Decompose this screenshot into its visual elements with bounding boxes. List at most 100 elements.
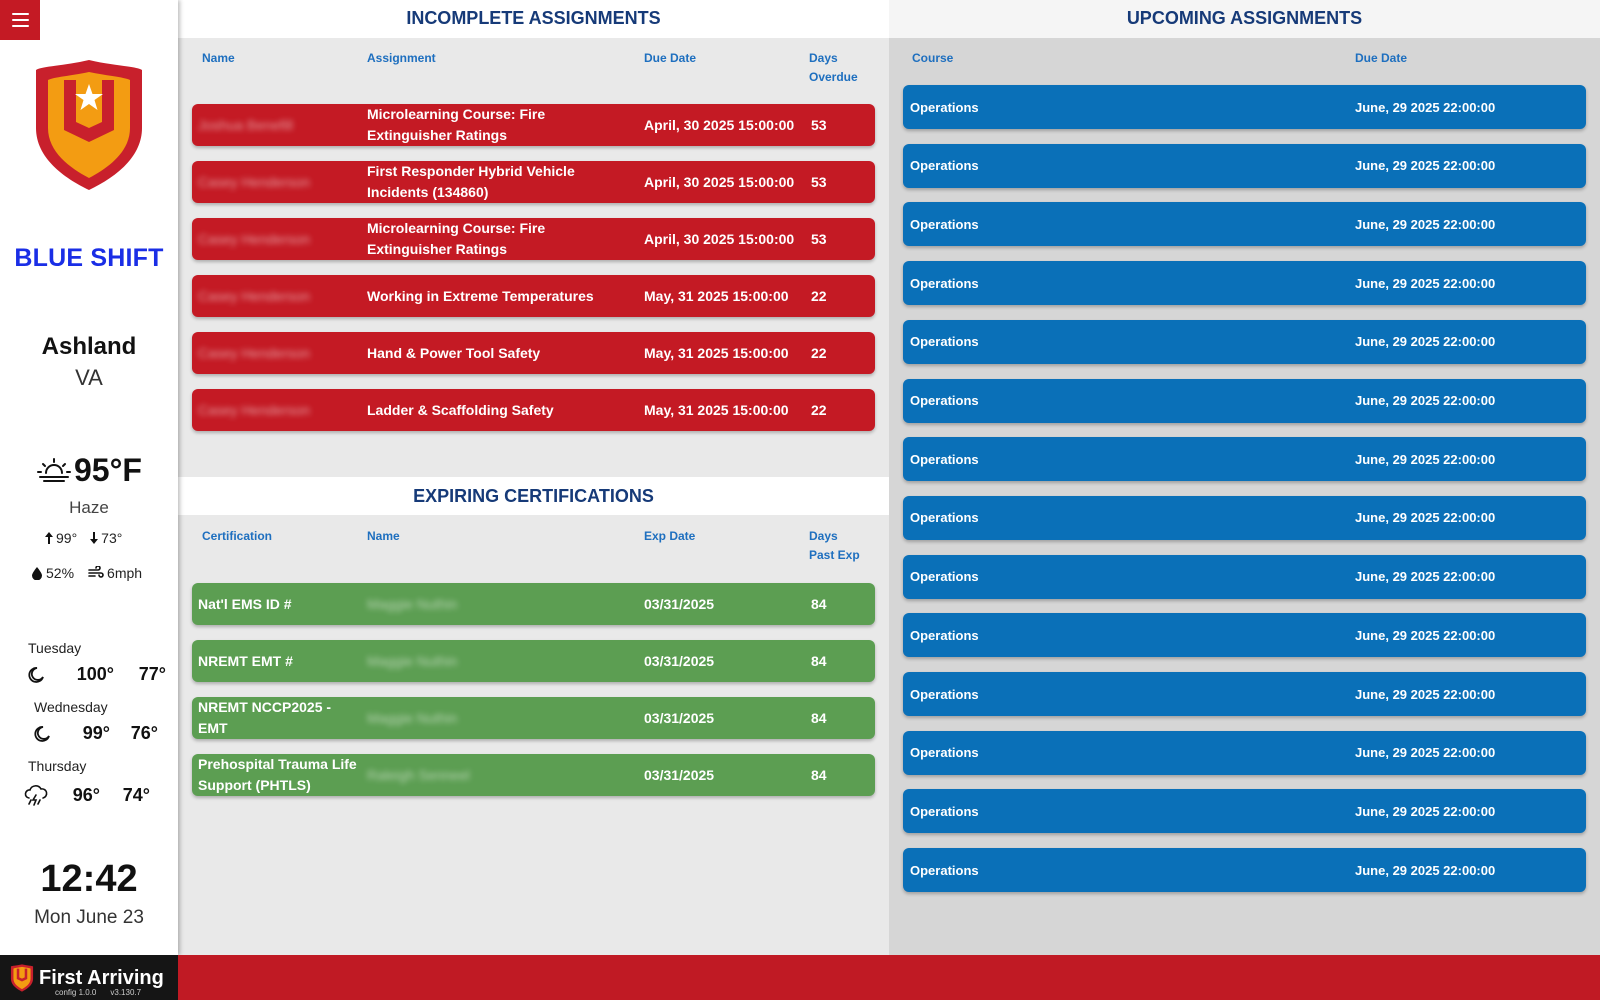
upcoming-assignment-row[interactable]: Operations June, 29 2025 22:00:00	[903, 202, 1586, 247]
due-date: June, 29 2025 22:00:00	[1355, 686, 1496, 702]
upcoming-assignment-row[interactable]: Operations June, 29 2025 22:00:00	[903, 437, 1586, 482]
days-past-exp: 84	[811, 652, 827, 669]
days-past-exp: 84	[811, 709, 827, 726]
state-name: VA	[75, 365, 103, 390]
upcoming-assignment-row[interactable]: Operations June, 29 2025 22:00:00	[903, 613, 1586, 658]
due-date: April, 30 2025 15:00:00	[644, 173, 795, 190]
upcoming-assignment-row[interactable]: Operations June, 29 2025 22:00:00	[903, 261, 1586, 306]
high-temp: 99°	[56, 530, 78, 546]
haze-sun-icon	[37, 457, 71, 482]
current-temp-row: 95°F	[36, 452, 142, 489]
days-past-exp: 84	[811, 766, 827, 783]
assignee-name: Joshua Benefill	[198, 116, 293, 133]
forecast-high: 96°	[72, 784, 100, 805]
due-date: June, 29 2025 22:00:00	[1355, 216, 1496, 232]
header-certification: Certification	[202, 529, 273, 543]
due-date: June, 29 2025 22:00:00	[1355, 627, 1496, 643]
due-date: June, 29 2025 22:00:00	[1355, 275, 1496, 291]
due-date: June, 29 2025 22:00:00	[1355, 393, 1496, 408]
holder-name: Maggie Nuthin	[367, 709, 458, 726]
course-name: Operations	[910, 627, 979, 643]
assignment-title: Microlearning Course: Fire Extinguisher …	[367, 220, 546, 257]
upcoming-assignment-row[interactable]: Operations June, 29 2025 22:00:00	[903, 554, 1586, 599]
incomplete-assignment-row[interactable]: Casey Henderson Ladder & Scaffolding Safe…	[192, 389, 875, 431]
forecast-day: Wednesday	[34, 699, 108, 715]
header-overdue: Overdue	[809, 70, 858, 84]
certification-name: NREMT EMT #	[198, 652, 293, 669]
course-name: Operations	[910, 745, 979, 761]
header-days: Days	[809, 529, 838, 543]
forecast-high: 99°	[82, 723, 110, 743]
course-name: Operations	[910, 686, 979, 702]
app-version: v3.130.7	[110, 988, 142, 997]
assignment-title: First Responder Hybrid Vehicle Incidents…	[367, 163, 575, 200]
due-date: June, 29 2025 22:00:00	[1355, 334, 1496, 350]
upcoming-assignment-row[interactable]: Operations June, 29 2025 22:00:00	[903, 495, 1586, 540]
assignee-name: Casey Henderson	[198, 230, 311, 247]
upcoming-assignment-row[interactable]: Operations June, 29 2025 22:00:00	[903, 143, 1586, 188]
incomplete-assignment-row[interactable]: Casey Henderson Hand & Power Tool Safety M…	[192, 332, 875, 374]
sidebar: BLUE SHIFT Ashland VA 95°F Haze 99° 73° …	[0, 0, 178, 955]
brand-name: First Arriving	[39, 966, 164, 989]
incomplete-assignment-row[interactable]: Joshua Benefill Microlearning Course: Fir…	[192, 104, 875, 146]
shift-name: BLUE SHIFT	[14, 244, 164, 272]
exp-date: 03/31/2025	[644, 652, 715, 669]
upcoming-assignment-row[interactable]: Operations June, 29 2025 22:00:00	[903, 789, 1586, 834]
assignee-name: Casey Henderson	[198, 287, 311, 304]
left-panel: INCOMPLETE ASSIGNMENTS Name Assignment D…	[178, 0, 889, 955]
exp-date: 03/31/2025	[644, 595, 715, 612]
incomplete-assignment-row[interactable]: Casey Henderson Working in Extreme Temper…	[192, 275, 875, 317]
clock-time: 12:42	[40, 858, 138, 900]
humidity-wind: 52% 6mph	[31, 565, 142, 581]
clock-date: Mon June 23	[34, 907, 144, 928]
expiring-certification-row[interactable]: Nat'l EMS ID # Maggie Nuthin 03/31/2025 84	[192, 583, 875, 625]
wind-icon	[88, 566, 104, 578]
city-name: Ashland	[41, 333, 137, 360]
shield-logo-icon	[36, 60, 142, 190]
course-name: Operations	[910, 451, 979, 467]
header-name: Name	[202, 51, 235, 65]
hamburger-menu-icon[interactable]	[0, 0, 40, 40]
due-date: June, 29 2025 22:00:00	[1355, 99, 1496, 115]
wind-speed: 6mph	[107, 565, 143, 581]
incomplete-title-bar	[178, 0, 889, 38]
upcoming-assignment-row[interactable]: Operations June, 29 2025 22:00:00	[903, 378, 1586, 423]
upcoming-assignment-row[interactable]: Operations June, 29 2025 22:00:00	[903, 85, 1586, 129]
weather-condition: Haze	[69, 498, 109, 517]
low-temp: 73°	[101, 530, 123, 546]
exp-date: 03/31/2025	[644, 766, 715, 783]
due-date: May, 31 2025 15:00:00	[644, 287, 789, 304]
header-days: Days	[809, 51, 838, 65]
upcoming-assignment-row[interactable]: Operations June, 29 2025 22:00:00	[903, 319, 1586, 364]
current-temp: 95°F	[74, 452, 142, 488]
holder-name: Maggie Nuthin	[367, 595, 458, 612]
days-past-exp: 84	[811, 595, 827, 612]
assignment-title: Working in Extreme Temperatures	[367, 287, 594, 304]
due-date: April, 30 2025 15:00:00	[644, 230, 795, 247]
expiring-certification-row[interactable]: NREMT EMT # Maggie Nuthin 03/31/2025 84	[192, 640, 875, 682]
expiring-certification-row[interactable]: Prehospital Trauma Life Support (PHTLS) R…	[192, 754, 875, 796]
upcoming-assignment-row[interactable]: Operations June, 29 2025 22:00:00	[903, 848, 1586, 893]
arrow-up-icon	[45, 532, 53, 544]
upcoming-assignment-row[interactable]: Operations June, 29 2025 22:00:00	[903, 672, 1586, 716]
assignee-name: Casey Henderson	[198, 344, 311, 361]
assignee-name: Casey Henderson	[198, 401, 311, 418]
course-name: Operations	[910, 803, 979, 819]
certification-name: NREMT NCCP2025 - EMT	[198, 699, 332, 736]
course-name: Operations	[910, 158, 979, 174]
incomplete-assignment-row[interactable]: Casey Henderson First Responder Hybrid Ve…	[192, 161, 875, 203]
days-overdue: 53	[811, 116, 827, 133]
days-overdue: 53	[811, 230, 827, 247]
days-overdue: 22	[811, 344, 827, 361]
upcoming-assignment-row[interactable]: Operations June, 29 2025 22:00:00	[903, 730, 1586, 775]
certification-name: Nat'l EMS ID #	[198, 595, 292, 612]
footer-bar: First Arriving config 1.0.0 v3.130.7	[0, 955, 1600, 1000]
forecast-row: 96° 74°	[24, 783, 150, 807]
right-panel: UPCOMING ASSIGNMENTS Course Due Date Ope…	[889, 0, 1600, 955]
course-name: Operations	[910, 569, 979, 585]
course-name: Operations	[910, 99, 979, 115]
incomplete-assignments-title: INCOMPLETE ASSIGNMENTS	[406, 8, 661, 28]
incomplete-assignment-row[interactable]: Casey Henderson Microlearning Course: Fir…	[192, 218, 875, 260]
expiring-certification-row[interactable]: NREMT NCCP2025 - EMT Maggie Nuthin 03/31/2…	[192, 697, 875, 739]
due-date: June, 29 2025 22:00:00	[1355, 803, 1496, 819]
